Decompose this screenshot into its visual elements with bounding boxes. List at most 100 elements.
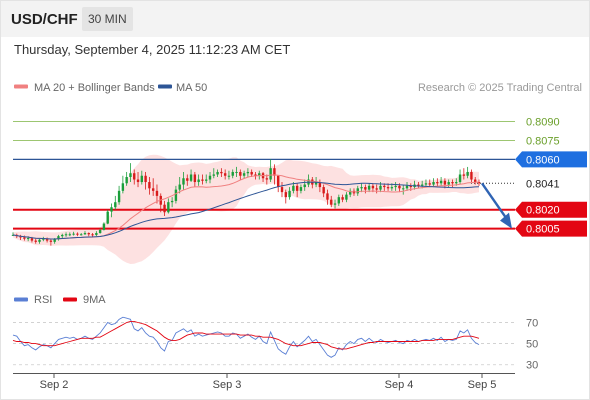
candle-body xyxy=(95,233,98,235)
legend-label-9ma: 9MA xyxy=(83,294,106,306)
candle-body xyxy=(474,179,477,183)
candle-body xyxy=(64,234,68,236)
timestamp: Thursday, September 4, 2025 11:12:23 AM … xyxy=(14,42,291,57)
candle-body xyxy=(72,233,75,235)
level-label-0.8020: 0.8020 xyxy=(526,205,560,217)
level-badge-0.8005 xyxy=(515,220,587,237)
candle-body xyxy=(23,237,26,239)
candle-body xyxy=(447,182,450,185)
candle-body xyxy=(341,197,344,200)
candle-body xyxy=(87,233,90,235)
candle-body xyxy=(76,233,79,235)
price-panel: 0.8090 0.8075 0.8060 0.8041 0.8020 0.8005 xyxy=(11,117,588,264)
candle-body xyxy=(242,173,246,176)
candle-body xyxy=(26,238,30,240)
candle-body xyxy=(231,171,234,176)
candle-body xyxy=(333,203,337,205)
time-axis: Sep 2 Sep 3 Sep 4 Sep 5 xyxy=(13,373,515,391)
candle-body xyxy=(258,173,261,176)
candle-body xyxy=(326,193,329,200)
candle-body xyxy=(432,182,435,185)
candle-body xyxy=(140,175,144,183)
candle-body xyxy=(45,238,49,241)
candle-body xyxy=(79,234,83,236)
candle-body xyxy=(379,185,382,190)
candle-body xyxy=(223,173,227,176)
legend-swatch-9ma xyxy=(63,297,77,302)
candle-body xyxy=(322,187,325,194)
candle-body xyxy=(330,199,333,205)
candle-body xyxy=(246,171,250,174)
rsi-tick-30: 30 xyxy=(526,360,538,372)
candle-body xyxy=(250,171,253,175)
candle-body xyxy=(151,188,155,191)
level-label-0.8041: 0.8041 xyxy=(526,178,560,190)
candle-body xyxy=(292,185,295,191)
level-badge-0.8020 xyxy=(515,201,587,218)
candle-body xyxy=(201,179,204,181)
level-label-0.8090: 0.8090 xyxy=(526,117,560,129)
candle-body xyxy=(375,188,378,190)
candle-body xyxy=(133,173,136,180)
candle-body xyxy=(277,175,280,188)
candle-body xyxy=(402,188,405,190)
candle-body xyxy=(61,234,64,237)
time-tick-label: Sep 4 xyxy=(385,379,414,391)
candle-body xyxy=(38,239,41,242)
candle-body xyxy=(30,238,34,241)
level-label-0.8005: 0.8005 xyxy=(526,224,560,236)
candle-body xyxy=(68,234,72,236)
candle-body xyxy=(208,175,212,180)
candle-body xyxy=(364,187,367,190)
candle-body xyxy=(34,240,37,242)
candle-body xyxy=(170,200,174,203)
candle-body xyxy=(299,187,303,191)
candle-body xyxy=(394,185,397,188)
level-label-0.8060: 0.8060 xyxy=(526,154,560,166)
legend-label-ma50: MA 50 xyxy=(176,82,207,94)
rsi-tick-50: 50 xyxy=(526,339,538,351)
candle-body xyxy=(98,229,102,234)
candle-body xyxy=(235,171,238,173)
candle-body xyxy=(439,180,443,184)
rsi-ma-line xyxy=(12,320,480,350)
candle-body xyxy=(220,171,223,174)
candle-body xyxy=(182,178,185,185)
candle-body xyxy=(348,190,352,195)
candle-body xyxy=(186,178,189,181)
candle-body xyxy=(462,174,466,176)
timeframe-button[interactable]: 30 MIN xyxy=(82,7,133,31)
candle-body xyxy=(102,223,106,230)
candle-body xyxy=(121,183,125,191)
candle-body xyxy=(284,192,287,198)
candle-body xyxy=(451,182,454,184)
symbol-title: USD/CHF xyxy=(11,11,78,28)
candle-body xyxy=(42,238,45,240)
candle-body xyxy=(193,174,197,183)
level-badge-0.8041 xyxy=(514,174,588,192)
level-label-0.8075: 0.8075 xyxy=(526,135,560,147)
candle-body xyxy=(390,187,394,189)
candle-body xyxy=(167,202,170,213)
credit-text: Research © 2025 Trading Central xyxy=(418,82,582,94)
candle-body xyxy=(288,190,291,198)
candle-body xyxy=(114,202,117,208)
candle-body xyxy=(383,185,386,188)
candle-body xyxy=(337,197,341,204)
candle-body xyxy=(398,185,401,189)
candle-body xyxy=(155,190,159,196)
ma50-line xyxy=(12,181,480,240)
candle-body xyxy=(470,171,473,180)
candle-body xyxy=(57,236,60,240)
candle-body xyxy=(163,204,166,213)
time-tick-label: Sep 5 xyxy=(468,379,497,391)
header-bar: USD/CHF 30 MIN xyxy=(1,1,589,37)
candle-body xyxy=(386,187,390,189)
candle-body xyxy=(129,173,132,177)
candle-body xyxy=(178,184,181,190)
time-tick-label: Sep 3 xyxy=(213,379,242,391)
legend-swatch-rsi xyxy=(14,297,28,302)
candle-body xyxy=(367,185,371,190)
legend-label-rsi: RSI xyxy=(34,294,52,306)
